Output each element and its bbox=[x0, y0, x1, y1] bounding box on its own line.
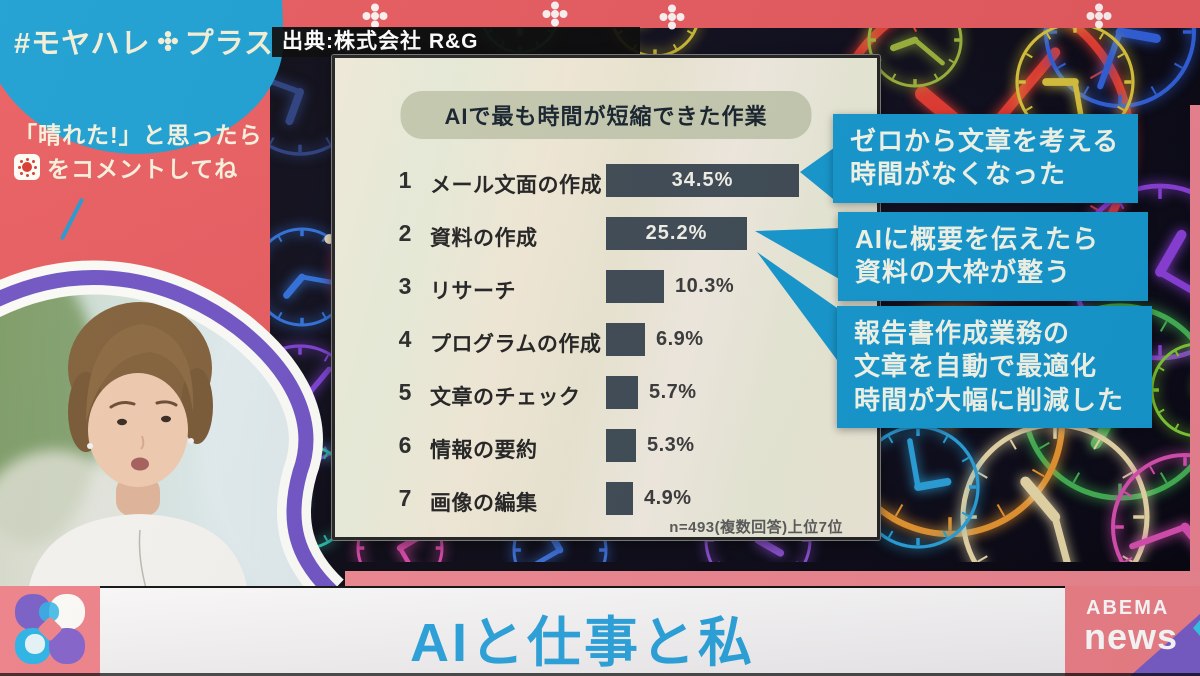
headline-title: AIと仕事と私 bbox=[410, 613, 755, 673]
news-wordmark: news bbox=[1084, 616, 1179, 657]
chart-row: 6 情報の要約 5.3% bbox=[335, 426, 877, 466]
category-label: 情報の要約 bbox=[430, 439, 538, 462]
chart-row: 4 プログラムの作成 6.9% bbox=[335, 320, 877, 360]
hashtag-text-left: #モヤハレ bbox=[14, 28, 151, 60]
chart-row: 5 文章のチェック 5.7% bbox=[335, 373, 877, 413]
category-label: プログラムの作成 bbox=[430, 333, 602, 356]
bar: 34.5% bbox=[606, 164, 799, 197]
sun-comment-icon bbox=[14, 154, 40, 180]
bar bbox=[606, 429, 636, 462]
hashtag-text-right: プラス bbox=[184, 28, 274, 60]
value-label: 5.3% bbox=[647, 434, 695, 456]
bottom-screen-edge bbox=[0, 673, 1200, 676]
invite-line2: をコメントしてね bbox=[14, 150, 238, 184]
rank-number: 1 bbox=[398, 167, 412, 193]
flower-icon bbox=[362, 3, 388, 29]
flower-icon bbox=[659, 4, 685, 30]
value-label: 10.3% bbox=[675, 275, 735, 297]
chart-row: 1 メール文面の作成 34.5% bbox=[335, 161, 877, 201]
invite-line2-text: をコメントしてね bbox=[47, 156, 239, 182]
abema-wordmark: ABEMA bbox=[1086, 597, 1170, 619]
presenter-person bbox=[28, 302, 248, 592]
channel-logo-box: ABEMA news bbox=[1065, 586, 1200, 676]
presenter-inset bbox=[0, 260, 344, 592]
rank-number: 6 bbox=[398, 432, 412, 458]
category-label: リサーチ bbox=[430, 280, 516, 303]
callout-quote-3: 報告書作成業務の 文章を自動で最適化 時間が大幅に削減した bbox=[837, 306, 1152, 428]
callout-pointer-1 bbox=[800, 145, 838, 203]
pinwheel-logo bbox=[13, 592, 87, 666]
value-label: 34.5% bbox=[671, 169, 734, 191]
rank-number: 7 bbox=[398, 485, 412, 511]
source-bar: 出典:株式会社 R&G bbox=[272, 27, 640, 57]
logo-cyan-shape bbox=[1193, 620, 1200, 636]
headline-banner: AIと仕事と私 bbox=[100, 588, 1065, 676]
chart-title: AIで最も時間が短縮できた作業 bbox=[400, 91, 812, 139]
chart-row: 7 画像の編集 4.9% bbox=[335, 479, 877, 519]
value-label: 25.2% bbox=[645, 222, 708, 244]
bar bbox=[606, 270, 664, 303]
flower-icon bbox=[542, 1, 568, 27]
bar bbox=[606, 482, 633, 515]
pinwheel-petal bbox=[39, 602, 59, 622]
bar: 25.2% bbox=[606, 217, 747, 250]
value-label: 4.9% bbox=[644, 487, 692, 509]
program-hashtag: #モヤハレ プラス bbox=[14, 20, 274, 62]
chart-panel: AIで最も時間が短縮できた作業 1 メール文面の作成 34.5% 2 資料の作成 25.2… bbox=[332, 55, 880, 540]
invite-line1: 「晴れた!」と思ったら bbox=[14, 122, 263, 148]
rank-number: 3 bbox=[398, 273, 412, 299]
inset-border-purple bbox=[0, 270, 338, 592]
pinwheel-petal bbox=[25, 634, 45, 654]
value-label: 6.9% bbox=[656, 328, 704, 350]
rank-number: 4 bbox=[398, 326, 412, 352]
program-logo-box bbox=[0, 586, 100, 676]
chart-row: 2 資料の作成 25.2% bbox=[335, 214, 877, 254]
rank-number: 2 bbox=[398, 220, 412, 246]
top-red-band bbox=[270, 0, 1200, 28]
category-label: 画像の編集 bbox=[430, 492, 538, 515]
chart-row: 3 リサーチ 10.3% bbox=[335, 267, 877, 307]
bar bbox=[606, 323, 645, 356]
callout-pointer-2 bbox=[755, 228, 841, 280]
callout-pointer-3 bbox=[757, 252, 840, 364]
category-label: 文章のチェック bbox=[430, 386, 581, 409]
rank-number: 5 bbox=[398, 379, 412, 405]
clover-icon bbox=[157, 31, 178, 52]
bar bbox=[606, 376, 638, 409]
right-pink-bezel bbox=[1190, 105, 1200, 590]
category-label: 資料の作成 bbox=[430, 227, 538, 250]
callout-quote-1: ゼロから文章を考える 時間がなくなった bbox=[833, 114, 1138, 203]
category-label: メール文面の作成 bbox=[430, 174, 602, 197]
bottom-pink-bezel bbox=[345, 571, 1200, 590]
flower-icon bbox=[1086, 3, 1112, 29]
callout-quote-2: AIに概要を伝えたら 資料の大枠が整う bbox=[838, 212, 1148, 301]
value-label: 5.7% bbox=[649, 381, 697, 403]
chart-footnote: n=493(複数回答)上位7位 bbox=[669, 519, 843, 536]
